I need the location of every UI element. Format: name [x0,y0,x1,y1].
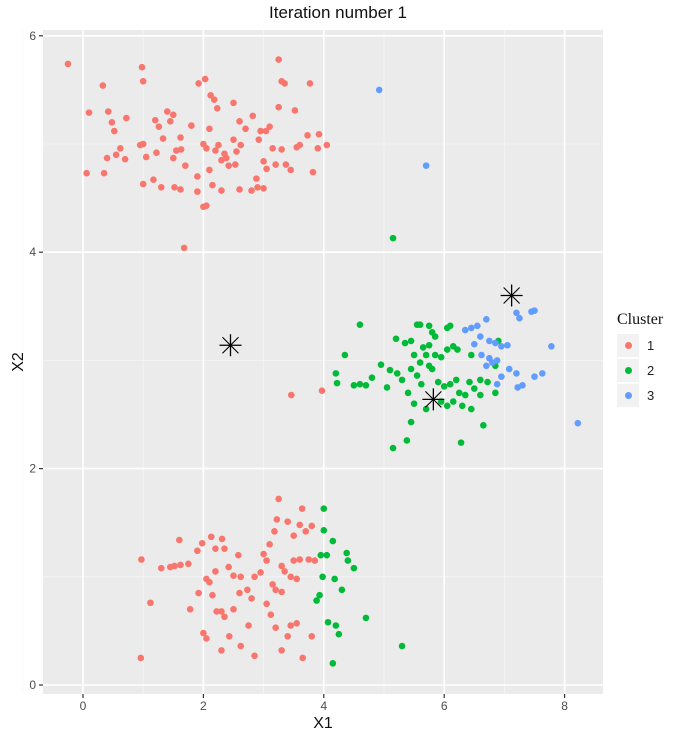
legend: Cluster 1 2 3 [617,311,663,408]
legend-label: 3 [647,388,655,403]
svg-text:8: 8 [561,699,568,713]
svg-text:6: 6 [441,699,448,713]
legend-title: Cluster [617,311,664,328]
svg-text:4: 4 [29,245,36,259]
x-axis: 0 2 4 6 8 [80,694,568,713]
legend-dot-icon [624,392,632,399]
svg-text:0: 0 [29,678,36,692]
x-axis-title: X1 [313,715,333,732]
svg-text:6: 6 [29,29,36,43]
chart-title: Iteration number 1 [269,3,407,22]
major-gridlines [43,30,603,694]
legend-item-1: 1 [617,333,663,358]
centroid-markers [219,284,523,411]
svg-text:2: 2 [29,462,36,476]
legend-dot-icon [624,342,632,349]
legend-item-3: 3 [617,383,663,408]
legend-label: 2 [647,363,655,378]
legend-item-2: 2 [617,358,663,383]
legend-label: 1 [647,338,655,353]
data-points [64,56,582,667]
svg-text:2: 2 [200,699,207,713]
svg-text:0: 0 [80,699,87,713]
svg-text:4: 4 [320,699,327,713]
legend-dot-icon [624,367,632,374]
y-axis-title: X2 [10,352,27,372]
y-axis: 0 2 4 6 [29,29,43,692]
